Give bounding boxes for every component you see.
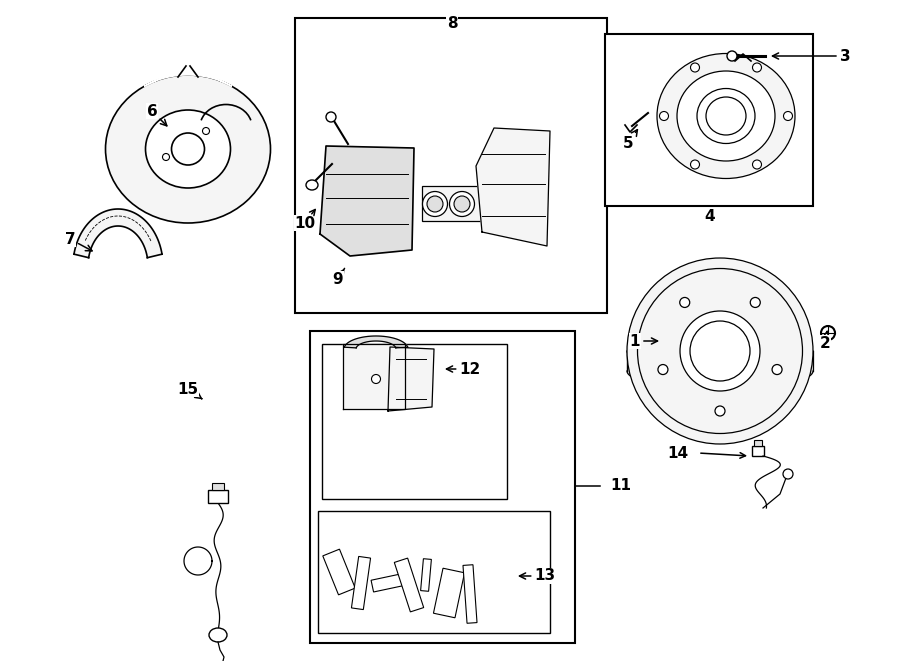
Ellipse shape [449,192,474,217]
Ellipse shape [627,258,813,444]
Ellipse shape [715,406,725,416]
Ellipse shape [202,128,210,134]
Ellipse shape [772,364,782,375]
Bar [295,18,607,313]
Text: 11: 11 [610,479,631,494]
Ellipse shape [706,97,746,135]
Text: 6: 6 [147,104,166,126]
Bar [318,511,550,633]
Polygon shape [144,64,231,86]
Bar [208,490,228,503]
Text: 5: 5 [623,130,637,151]
Ellipse shape [172,133,204,165]
Ellipse shape [326,112,336,122]
Polygon shape [320,146,414,256]
Ellipse shape [637,268,803,434]
Ellipse shape [697,89,755,143]
Ellipse shape [427,196,443,212]
Text: 2: 2 [820,331,831,350]
Polygon shape [627,351,813,389]
Ellipse shape [690,321,750,381]
Bar [322,344,507,499]
Polygon shape [388,347,434,411]
Text: 4: 4 [705,208,716,223]
Ellipse shape [783,469,793,479]
Polygon shape [343,344,405,409]
Ellipse shape [422,192,447,217]
Ellipse shape [657,54,795,178]
Ellipse shape [660,112,669,120]
Bar [463,564,477,623]
Ellipse shape [680,297,689,307]
Text: 9: 9 [333,268,345,286]
Ellipse shape [727,51,737,61]
Ellipse shape [658,364,668,375]
Ellipse shape [677,71,775,161]
Bar [212,483,224,490]
Bar [351,557,371,609]
Ellipse shape [306,180,318,190]
Ellipse shape [454,196,470,212]
Polygon shape [74,209,162,258]
Text: 15: 15 [177,381,202,399]
Ellipse shape [105,75,271,223]
Text: 7: 7 [65,231,92,251]
Ellipse shape [784,112,793,120]
Text: 1: 1 [630,334,658,348]
Bar [754,440,762,446]
Ellipse shape [752,63,761,72]
Ellipse shape [209,628,227,642]
Text: 3: 3 [772,48,850,63]
Bar [420,559,431,592]
Bar [422,186,487,221]
Ellipse shape [146,110,230,188]
Bar [394,558,424,612]
Polygon shape [476,128,550,246]
Text: 13: 13 [519,568,555,584]
Bar [371,574,403,592]
Ellipse shape [372,375,381,383]
Bar [605,34,813,206]
Polygon shape [345,336,408,348]
Bar [310,331,575,643]
Text: 12: 12 [446,362,481,377]
Bar [752,446,764,456]
Text: 8: 8 [446,15,457,30]
Ellipse shape [163,153,169,161]
Ellipse shape [751,297,760,307]
Text: 14: 14 [668,446,688,461]
Bar [323,549,356,595]
Ellipse shape [690,63,699,72]
Text: 10: 10 [294,215,316,231]
Ellipse shape [821,326,835,340]
Bar [434,568,464,618]
Ellipse shape [752,160,761,169]
Ellipse shape [690,160,699,169]
Ellipse shape [680,311,760,391]
